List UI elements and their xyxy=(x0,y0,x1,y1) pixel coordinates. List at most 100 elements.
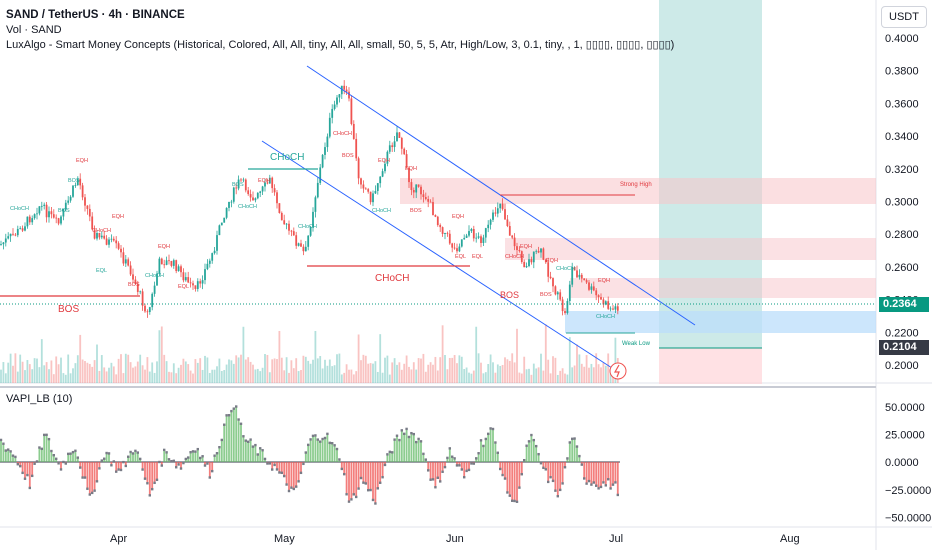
vapi-bar xyxy=(127,456,130,462)
candle-body xyxy=(252,197,254,201)
demand-zone[interactable] xyxy=(565,311,876,333)
vapi-bar xyxy=(525,445,528,462)
vapi-bar xyxy=(208,462,211,478)
vapi-point xyxy=(460,468,463,471)
candle-body xyxy=(175,260,178,272)
alert-icon[interactable] xyxy=(609,362,627,380)
vapi-bar xyxy=(288,462,290,492)
vapi-point xyxy=(21,471,24,475)
candle-body xyxy=(609,308,612,310)
volume-bar xyxy=(561,368,564,383)
smc-label: CHoCH xyxy=(505,254,524,260)
candle-body xyxy=(144,305,146,312)
candle-body xyxy=(607,301,610,309)
volume-bar xyxy=(120,354,122,383)
vapi-bar xyxy=(280,462,283,473)
vapi-bar xyxy=(45,434,48,462)
vapi-bar xyxy=(350,462,353,500)
volume-bar xyxy=(280,357,283,383)
volume-bar xyxy=(153,372,156,383)
indicator-axis[interactable]: 50.0000 25.0000 0.0000 −25.0000 −50.0000 xyxy=(885,402,931,524)
symbol-title[interactable]: SAND / TetherUS · 4h · BINANCE xyxy=(6,9,185,21)
vapi-point xyxy=(115,470,118,473)
smc-label: EQH xyxy=(452,214,464,220)
candle-body xyxy=(422,194,425,198)
smc-indicator-legend[interactable]: LuxAlgo - Smart Money Concepts (Historic… xyxy=(6,39,675,51)
vapi-bar xyxy=(151,462,154,490)
vapi-point xyxy=(129,450,132,454)
vapi-point xyxy=(213,454,216,457)
candle-body xyxy=(496,208,499,214)
supply-zone-3[interactable] xyxy=(570,278,876,298)
smc-label: BOS xyxy=(540,292,552,298)
vapi-point xyxy=(208,476,211,479)
smc-label: BOS xyxy=(232,182,244,188)
candle-body xyxy=(364,188,367,190)
vapi-point xyxy=(393,438,396,441)
candle-body xyxy=(338,94,341,98)
volume-legend[interactable]: Vol · SAND xyxy=(6,24,62,36)
price-tick-label: 0.3200 xyxy=(885,164,919,176)
candle-body xyxy=(388,145,391,152)
currency-button[interactable]: USDT xyxy=(881,6,927,28)
indicator-tick-label: 25.0000 xyxy=(885,430,925,442)
vapi-point xyxy=(532,438,535,442)
vapi-bar xyxy=(403,433,406,462)
candle-body xyxy=(523,262,526,268)
vapi-point xyxy=(549,476,552,479)
volume-bar xyxy=(148,371,151,383)
volume-bar xyxy=(609,372,612,383)
candle-body xyxy=(568,284,571,302)
candle-body xyxy=(16,228,19,236)
vapi-point xyxy=(448,447,451,450)
vapi-bar xyxy=(532,440,535,462)
vapi-point xyxy=(19,464,22,468)
candle-body xyxy=(199,281,202,284)
volume-bar xyxy=(240,354,242,383)
volume-bar xyxy=(64,374,67,383)
supply-zone-strong-high[interactable] xyxy=(400,178,876,204)
vapi-bar xyxy=(189,452,192,462)
smc-label: EQH xyxy=(258,178,270,184)
price-axis[interactable]: 0.4000 0.3800 0.3600 0.3400 0.3200 0.3000 0.28… xyxy=(885,33,919,372)
smc-label: EQH xyxy=(76,158,88,164)
vapi-point xyxy=(45,433,48,437)
vapi-indicator-legend[interactable]: VAPI_LB (10) xyxy=(6,393,73,405)
vapi-bar xyxy=(429,462,432,480)
candle-body xyxy=(110,238,113,240)
volume-bar xyxy=(525,369,528,383)
vapi-bar xyxy=(614,462,617,483)
vapi-point xyxy=(163,448,166,452)
vapi-bar xyxy=(132,453,134,462)
vapi-bar xyxy=(338,459,341,462)
candle-body xyxy=(396,132,398,142)
vapi-point xyxy=(527,440,531,443)
vapi-bar xyxy=(259,448,262,462)
vapi-point xyxy=(369,488,372,492)
channel-lower-line[interactable] xyxy=(261,140,613,369)
long-position-stop-zone[interactable] xyxy=(659,348,762,384)
candle-body xyxy=(208,260,211,264)
volume-bar xyxy=(513,362,516,383)
time-axis[interactable]: Apr May Jun Jul Aug xyxy=(110,533,800,545)
candle-body xyxy=(76,178,79,186)
candle-body xyxy=(14,234,17,236)
vapi-bar xyxy=(314,435,317,462)
supply-zone-2[interactable] xyxy=(505,238,876,260)
candle-body xyxy=(55,217,58,219)
candle-body xyxy=(482,237,485,243)
vapi-point xyxy=(436,476,439,479)
vapi-bar xyxy=(451,456,454,462)
volume-bar xyxy=(273,358,276,383)
candle-body xyxy=(261,186,264,192)
candle-body xyxy=(357,158,360,179)
volume-bar xyxy=(24,370,26,383)
vapi-bar xyxy=(616,462,619,495)
candle-body xyxy=(256,192,259,199)
candle-body xyxy=(434,215,437,217)
vapi-bar xyxy=(40,448,43,462)
vapi-point xyxy=(321,437,324,441)
smc-label: CHoCH xyxy=(92,228,111,234)
candle-body xyxy=(220,222,223,226)
